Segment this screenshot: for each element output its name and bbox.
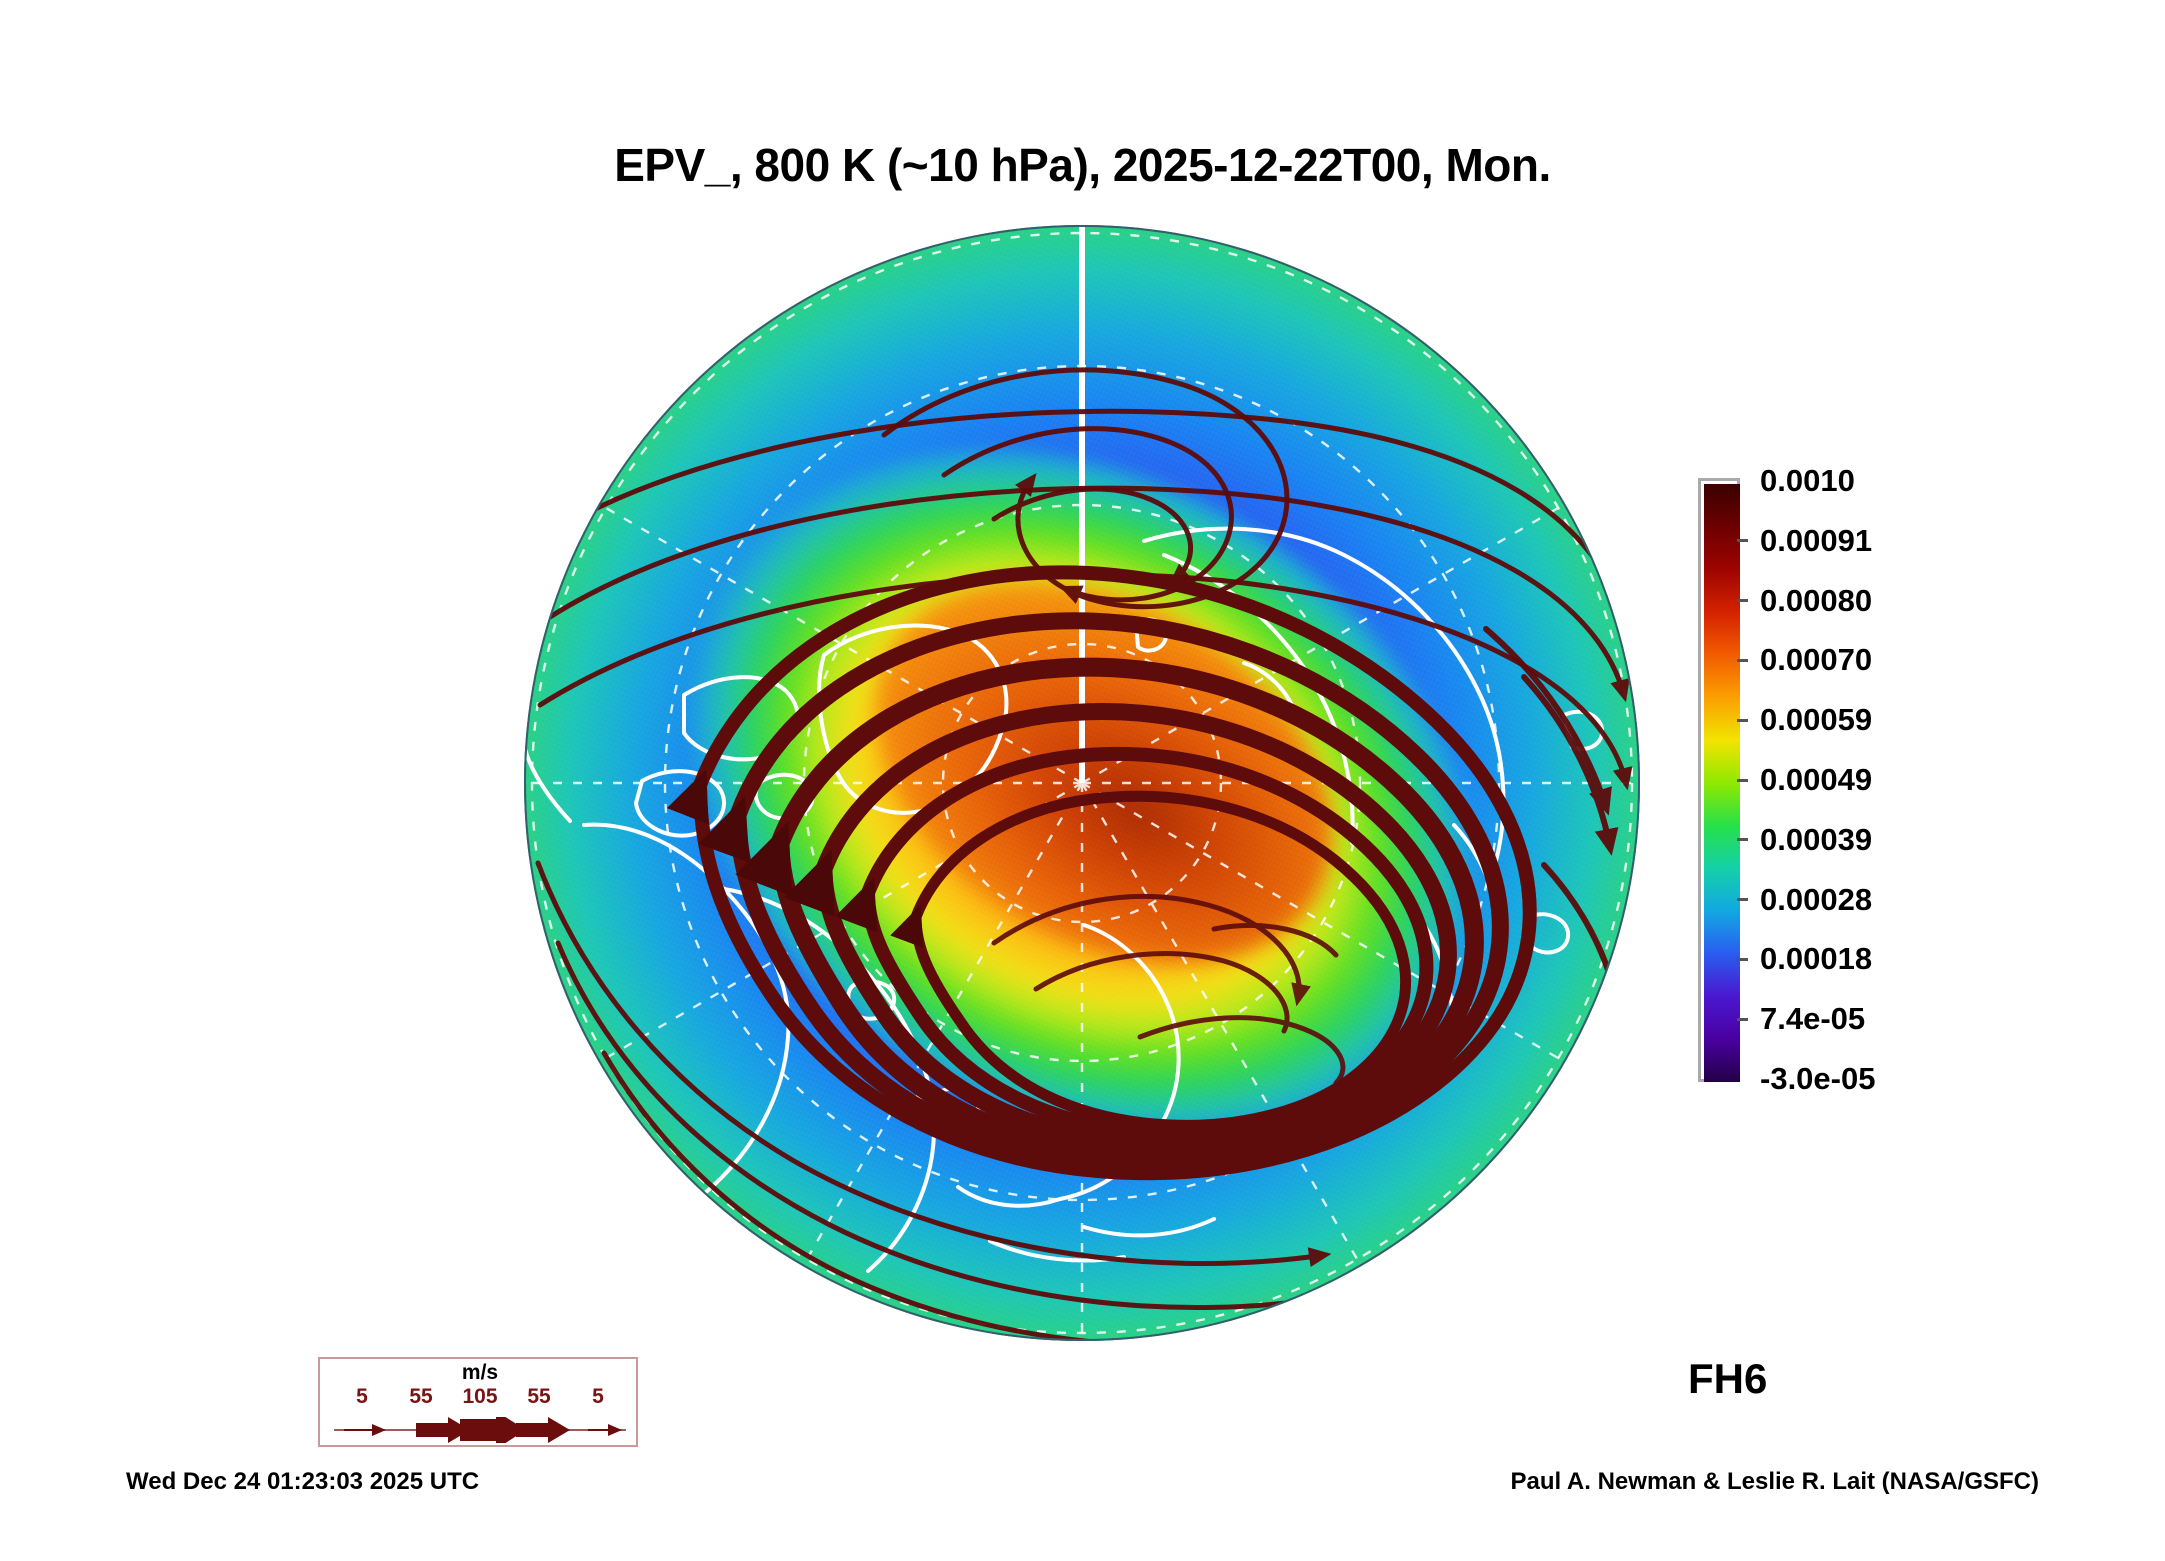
wind-legend-value: 55 [409, 1385, 433, 1408]
wind-legend-value: 5 [592, 1385, 604, 1408]
colorbar-tick-label: 0.00059 [1760, 702, 1873, 738]
colorbar-tick [1737, 1017, 1748, 1021]
forecast-hour-label: FH6 [1688, 1355, 1768, 1402]
colorbar-tick [1737, 539, 1748, 543]
wind-legend-units-label: m/s [461, 1361, 499, 1384]
generation-timestamp: Wed Dec 24 01:23:03 2025 UTC [126, 1468, 480, 1495]
colorbar-tick-label: 0.00039 [1760, 821, 1873, 857]
polar-map-panel [524, 225, 1640, 1341]
colorbar-tick-label: 0.00028 [1760, 881, 1873, 917]
colorbar-frame [1698, 478, 1740, 1082]
colorbar-tick [1737, 838, 1748, 842]
colorbar-tick [1737, 778, 1748, 782]
colorbar-tick-label: 0.00018 [1760, 941, 1873, 977]
colorbar-gradient [1704, 484, 1740, 1082]
colorbar-tick-label: 0.00080 [1760, 582, 1873, 618]
colorbar-tick [1737, 718, 1748, 722]
colorbar-tick-label: 7.4e-05 [1760, 1001, 1866, 1037]
wind-speed-legend: m/s 5 55 105 55 5 [318, 1357, 638, 1447]
author-credit: Paul A. Newman & Leslie R. Lait (NASA/GS… [1510, 1468, 2039, 1495]
colorbar-tick-label: -3.0e-05 [1760, 1061, 1876, 1096]
colorbar-tick [1737, 658, 1748, 662]
colorbar-tick [1737, 898, 1748, 902]
colorbar-tick [1737, 599, 1748, 603]
polar-stereographic-disc [524, 225, 1640, 1341]
page-title: EPV_, 800 K (~10 hPa), 2025-12-22T00, Mo… [614, 139, 1551, 191]
wind-legend-value: 5 [356, 1385, 368, 1408]
wind-legend-value: 55 [527, 1385, 551, 1408]
wind-legend-arrow-scale [334, 1417, 626, 1443]
colorbar-tick [1737, 957, 1748, 961]
map-vector-overlay [526, 227, 1634, 1339]
colorbar-tick-label: 0.00091 [1760, 522, 1873, 558]
wind-legend-value-labels: 5 55 105 55 5 [320, 1385, 640, 1409]
colorbar-tick-label: 0.00070 [1760, 642, 1873, 678]
colorbar-tick-label: 0.00049 [1760, 762, 1873, 797]
wind-legend-value: 105 [462, 1385, 498, 1408]
colorbar-tick-label: 0.0010 [1760, 463, 1855, 498]
